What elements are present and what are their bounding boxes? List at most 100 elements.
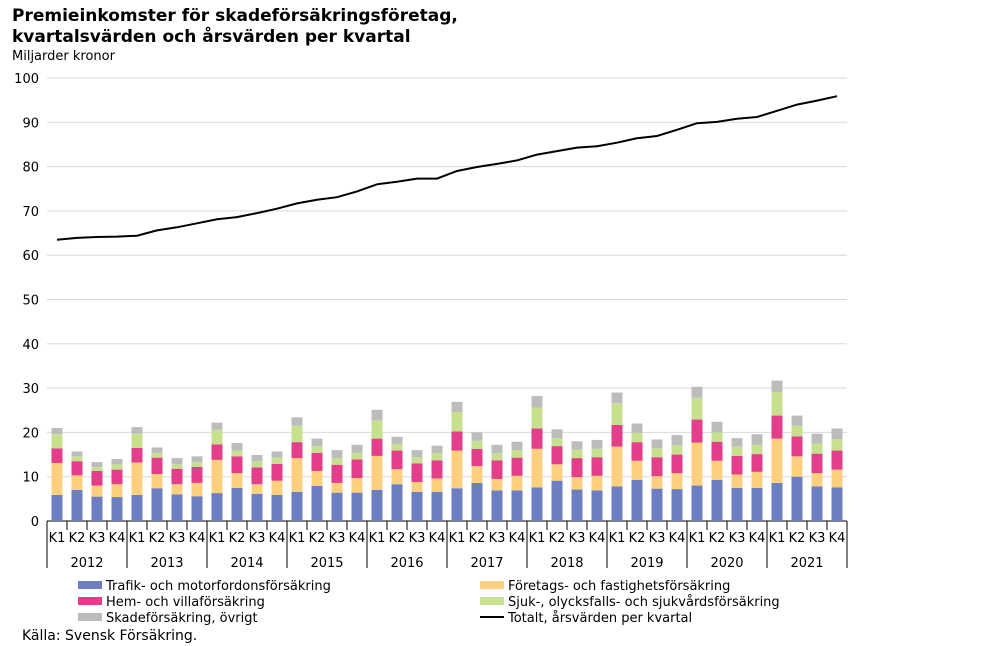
x-tick-quarter: K3 — [569, 531, 586, 546]
bar-segment-2 — [691, 419, 703, 443]
y-tick-label: 70 — [22, 205, 39, 220]
x-tick-quarter: K2 — [309, 531, 326, 546]
bar-segment-1 — [71, 475, 83, 490]
bar-segment-4 — [771, 380, 783, 393]
bar-segment-0 — [171, 494, 183, 521]
bar-segment-3 — [691, 397, 703, 420]
bar-segment-2 — [631, 442, 643, 461]
bar-segment-3 — [231, 450, 243, 457]
bar-segment-0 — [391, 484, 403, 521]
bar-segment-1 — [531, 448, 543, 488]
bar-segment-0 — [811, 486, 823, 521]
chart-title-line-2: kvartalsvärden och årsvärden per kvartal — [12, 27, 411, 47]
bar-segment-3 — [831, 439, 843, 451]
bar-segment-4 — [231, 443, 243, 451]
bar-segment-0 — [251, 493, 263, 521]
y-tick-label: 50 — [22, 294, 39, 309]
bar-segment-0 — [451, 488, 463, 521]
x-tick-year: 2020 — [710, 556, 743, 571]
bar-segment-4 — [351, 444, 363, 453]
bar-segment-3 — [351, 452, 363, 460]
bar-segment-4 — [731, 438, 743, 447]
bar-segment-1 — [131, 462, 143, 495]
bar-segment-3 — [331, 458, 343, 465]
y-tick-label: 40 — [22, 338, 39, 353]
x-tick-quarter: K4 — [349, 531, 366, 546]
bar-segment-0 — [151, 488, 163, 521]
bar-segment-1 — [391, 469, 403, 485]
bar-segment-1 — [151, 474, 163, 489]
bar-segment-2 — [51, 448, 63, 463]
bar-segment-0 — [671, 489, 683, 521]
bar-segment-1 — [591, 475, 603, 491]
bar-segment-0 — [111, 497, 123, 521]
bar-segment-3 — [791, 425, 803, 437]
bar-segment-1 — [571, 477, 583, 490]
x-tick-quarter: K2 — [229, 531, 246, 546]
bar-segment-3 — [451, 412, 463, 432]
bar-segment-1 — [331, 482, 343, 493]
bar-segment-2 — [371, 438, 383, 456]
bar-segment-3 — [111, 464, 123, 470]
bar-segment-0 — [291, 491, 303, 521]
x-tick-quarter: K3 — [649, 531, 666, 546]
bar-segment-0 — [351, 492, 363, 521]
bar-segment-1 — [831, 469, 843, 488]
bar-segment-4 — [71, 451, 83, 457]
bar-segment-2 — [231, 456, 243, 474]
legend-swatch-1 — [480, 581, 504, 589]
x-tick-quarter: K2 — [469, 531, 486, 546]
source-note: Källa: Svensk Försäkring. — [22, 628, 198, 644]
y-tick-label: 90 — [22, 116, 39, 131]
bar-segment-0 — [271, 494, 283, 521]
bar-segment-2 — [191, 466, 203, 483]
x-tick-quarter: K2 — [709, 531, 726, 546]
bar-segment-1 — [191, 482, 203, 497]
bar-segment-2 — [131, 447, 143, 463]
bar-segment-4 — [191, 456, 203, 463]
x-tick-quarter: K4 — [269, 531, 286, 546]
bar-segment-2 — [211, 444, 223, 460]
chart-title-line-1: Premieinkomster för skadeförsäkringsföre… — [12, 6, 458, 26]
x-tick-quarter: K4 — [829, 531, 846, 546]
x-tick-quarter: K2 — [69, 531, 86, 546]
bar-segment-0 — [511, 490, 523, 521]
bar-segment-3 — [271, 457, 283, 464]
bar-segment-4 — [411, 450, 423, 458]
bar-segment-1 — [351, 478, 363, 493]
bar-segment-4 — [551, 429, 563, 439]
legend-label: Trafik- och motorfordonsförsäkring — [105, 579, 331, 594]
x-tick-year: 2016 — [390, 556, 423, 571]
bar-segment-4 — [611, 392, 623, 404]
bar-segment-3 — [291, 425, 303, 443]
bar-segment-3 — [71, 456, 83, 462]
x-tick-quarter: K1 — [49, 531, 66, 546]
bar-segment-0 — [711, 479, 723, 521]
bar-segment-1 — [111, 484, 123, 498]
y-axis-ticks: 0 10 20 30 40 50 60 70 80 90 100 — [14, 72, 39, 530]
bar-segment-2 — [711, 441, 723, 461]
bar-segment-3 — [751, 444, 763, 455]
bar-segment-1 — [251, 484, 263, 494]
bar-segment-3 — [411, 457, 423, 464]
bar-segment-4 — [531, 396, 543, 408]
bar-segment-3 — [91, 466, 103, 471]
bars — [51, 380, 843, 521]
bar-segment-0 — [751, 487, 763, 521]
bar-segment-2 — [391, 450, 403, 470]
bar-segment-1 — [631, 460, 643, 480]
x-tick-quarter: K4 — [429, 531, 446, 546]
y-tick-label: 60 — [22, 249, 39, 264]
bar-segment-0 — [331, 492, 343, 521]
x-tick-quarter: K4 — [589, 531, 606, 546]
legend-label: Totalt, årsvärden per kvartal — [507, 611, 692, 626]
x-tick-quarter: K4 — [509, 531, 526, 546]
bar-segment-2 — [811, 453, 823, 474]
bar-segment-0 — [191, 496, 203, 521]
x-tick-quarter: K4 — [109, 531, 126, 546]
y-tick-label: 80 — [22, 161, 39, 176]
bar-segment-1 — [171, 484, 183, 495]
bar-segment-2 — [831, 450, 843, 470]
bar-segment-4 — [431, 445, 443, 454]
